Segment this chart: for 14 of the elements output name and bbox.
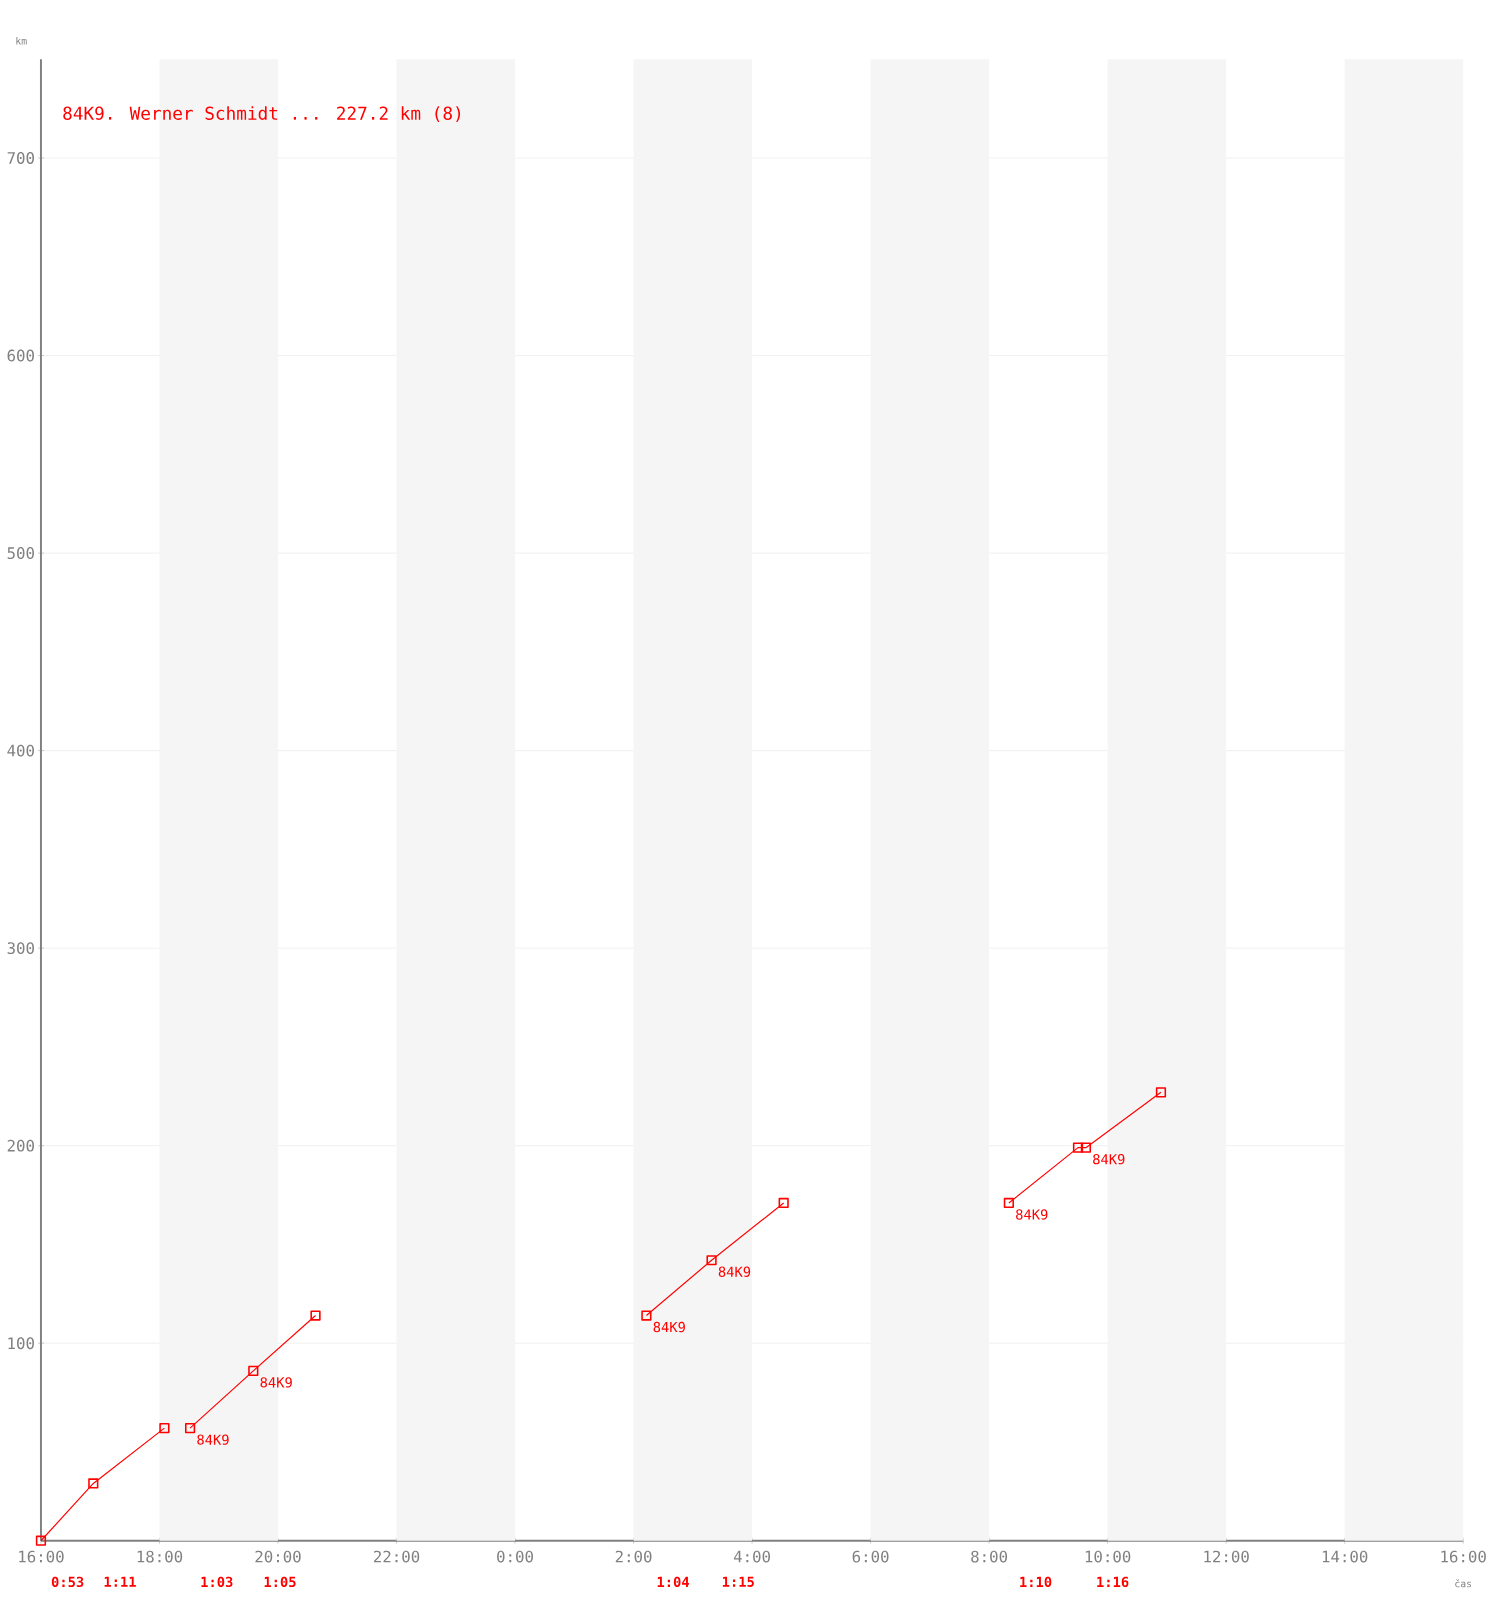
point — [310, 1310, 321, 1321]
point — [778, 1197, 789, 1209]
point — [247, 1365, 259, 1376]
point — [1155, 1087, 1166, 1098]
point — [1072, 1142, 1083, 1153]
point — [87, 1478, 99, 1489]
point — [706, 1255, 717, 1266]
point — [184, 1423, 195, 1434]
point — [1003, 1197, 1014, 1209]
point — [640, 1310, 652, 1321]
point — [158, 1423, 170, 1434]
point — [1080, 1142, 1091, 1153]
point — [35, 1535, 46, 1546]
text: 84K9. Werner Schmidt ... 227.2 km (8) — [62, 106, 460, 122]
